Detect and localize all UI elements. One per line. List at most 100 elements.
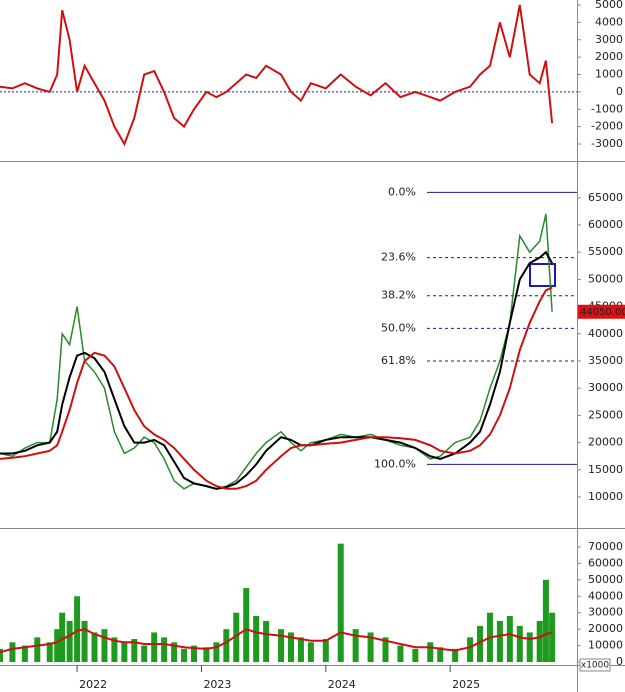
volume-bar xyxy=(171,642,178,663)
fib-label: 100.0% xyxy=(374,457,416,470)
y-tick-label: 60000 xyxy=(588,218,623,231)
volume-bar xyxy=(427,642,434,663)
fib-label: 50.0% xyxy=(381,321,416,334)
volume-bar xyxy=(101,629,108,663)
volume-bar xyxy=(9,642,16,663)
x-tick-label: 2025 xyxy=(452,678,480,691)
volume-bar xyxy=(382,637,389,663)
y-tick-label: 20000 xyxy=(588,622,623,635)
volume-bar xyxy=(21,645,28,663)
volume-bar xyxy=(412,648,419,663)
volume-bar xyxy=(542,579,549,663)
highlight-box xyxy=(529,263,556,287)
series-line xyxy=(0,250,553,490)
volume-bar xyxy=(253,615,260,663)
y-tick-label: 4000 xyxy=(595,15,623,28)
unit-label: x1000 xyxy=(581,661,610,671)
series-line xyxy=(0,4,554,147)
y-tick-label: 20000 xyxy=(588,436,623,449)
y-tick-label: 30000 xyxy=(588,381,623,394)
series-line xyxy=(0,286,553,490)
last-price-label: 44050.00 xyxy=(580,307,625,318)
y-tick-label: 10000 xyxy=(588,639,623,652)
volume-bar xyxy=(307,642,314,663)
volume-bar xyxy=(467,637,474,663)
y-tick-label: 10000 xyxy=(588,490,623,503)
volume-bar xyxy=(190,645,197,663)
volume-bar xyxy=(161,637,168,663)
volume-bar xyxy=(337,543,344,663)
volume-bar xyxy=(243,588,250,663)
y-tick-label: -3000 xyxy=(591,137,623,150)
volume-bar xyxy=(367,632,374,663)
volume-bar xyxy=(297,637,304,663)
y-tick-label: 2000 xyxy=(595,50,623,63)
volume-bar xyxy=(213,642,220,663)
volume-bar xyxy=(287,632,294,663)
volume-bar xyxy=(0,648,3,663)
volume-bar xyxy=(46,642,53,663)
unit-box xyxy=(579,658,611,672)
volume-bar xyxy=(452,648,459,663)
volume-bar xyxy=(437,647,444,663)
volume-bar xyxy=(496,620,503,663)
volume-bar xyxy=(477,625,484,663)
y-tick-label: 0 xyxy=(616,655,623,668)
y-tick-label: 70000 xyxy=(588,540,623,553)
volume-bar xyxy=(66,620,73,663)
y-tick-label: 35000 xyxy=(588,354,623,367)
y-tick-label: 40000 xyxy=(588,589,623,602)
y-tick-label: 3000 xyxy=(595,33,623,46)
volume-bar xyxy=(34,637,41,663)
y-tick-label: -1000 xyxy=(591,102,623,115)
y-tick-label: 30000 xyxy=(588,606,623,619)
y-tick-label: 0 xyxy=(616,85,623,98)
volume-bar xyxy=(506,615,513,663)
x-tick-label: 2023 xyxy=(203,678,231,691)
volume-bar xyxy=(278,629,285,663)
fib-label: 0.0% xyxy=(388,185,416,198)
series-line xyxy=(0,628,553,654)
volume-bar xyxy=(549,612,556,663)
volume-bar xyxy=(397,645,404,663)
y-tick-label: 5000 xyxy=(595,0,623,11)
volume-bar xyxy=(91,632,98,663)
volume-bar xyxy=(233,612,240,663)
y-tick-label: 65000 xyxy=(588,191,623,204)
volume-bar xyxy=(74,596,81,663)
y-tick-label: 15000 xyxy=(588,463,623,476)
last-price-box xyxy=(578,304,625,319)
x-tick-label: 2022 xyxy=(79,678,107,691)
y-tick-label: 50000 xyxy=(588,573,623,586)
volume-bar xyxy=(536,620,543,663)
volume-bar xyxy=(141,645,148,663)
volume-bar xyxy=(352,629,359,663)
volume-bar xyxy=(111,637,118,663)
y-tick-label: 1000 xyxy=(595,68,623,81)
fib-label: 23.6% xyxy=(381,251,416,264)
volume-bar xyxy=(526,632,533,663)
volume-bar xyxy=(151,632,158,663)
y-tick-label: 40000 xyxy=(588,327,623,340)
volume-bar xyxy=(263,620,270,663)
volume-bar xyxy=(59,612,66,663)
volume-bar xyxy=(322,639,329,663)
volume-bar xyxy=(81,620,88,663)
y-tick-label: 50000 xyxy=(588,272,623,285)
volume-bar xyxy=(54,629,61,663)
volume-bar xyxy=(121,642,128,663)
volume-bar xyxy=(181,648,188,663)
y-tick-label: 55000 xyxy=(588,245,623,258)
y-tick-label: 25000 xyxy=(588,408,623,421)
fib-label: 61.8% xyxy=(381,354,416,367)
volume-bar xyxy=(223,629,230,663)
volume-bar xyxy=(516,625,523,663)
y-tick-label: 60000 xyxy=(588,556,623,569)
y-tick-label: -2000 xyxy=(591,120,623,133)
x-tick-label: 2024 xyxy=(328,678,356,691)
series-line xyxy=(0,213,553,490)
volume-bar xyxy=(203,647,210,663)
volume-bar xyxy=(131,639,138,663)
